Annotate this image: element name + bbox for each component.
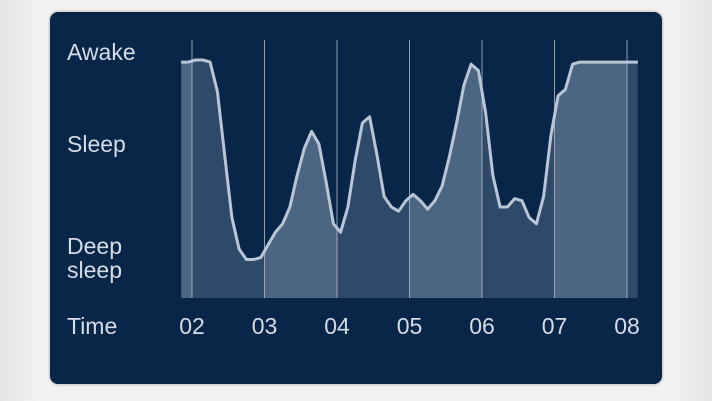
area-band xyxy=(337,60,410,298)
x-tick-label: 08 xyxy=(614,313,640,339)
y-label-deep-sleep: Deep sleep xyxy=(67,233,122,283)
x-tick-label: 06 xyxy=(469,313,495,339)
x-tick-label: 02 xyxy=(179,313,205,339)
y-label-sleep: Sleep xyxy=(67,131,126,157)
area-band xyxy=(181,60,192,298)
area-band xyxy=(554,60,627,298)
x-tick-label: 03 xyxy=(251,313,278,339)
x-tick-label: 07 xyxy=(541,313,568,339)
x-tick-label: 04 xyxy=(324,313,350,339)
x-axis-label: Time xyxy=(67,313,118,339)
x-tick-label: 05 xyxy=(396,313,423,339)
sleep-chart-card: Awake Sleep Deep sleep Time 02 03 04 05 06 07… xyxy=(50,12,662,384)
sleep-series-line xyxy=(181,58,638,261)
y-label-awake: Awake xyxy=(67,39,136,65)
sleep-area-chart xyxy=(181,40,638,298)
area-band xyxy=(264,60,337,298)
area-band xyxy=(627,60,638,298)
